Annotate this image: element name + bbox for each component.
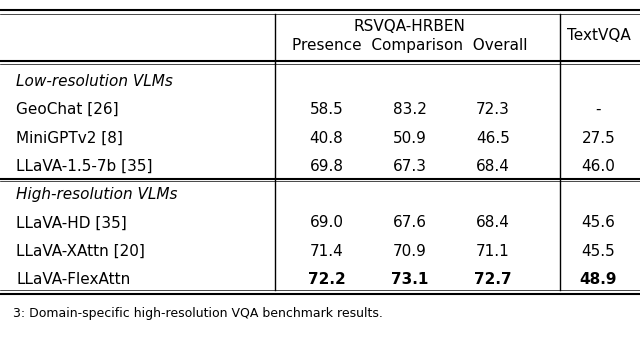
Text: 27.5: 27.5 [582, 130, 615, 146]
Text: 3: Domain-specific high-resolution VQA benchmark results.: 3: Domain-specific high-resolution VQA b… [13, 307, 383, 321]
Text: TextVQA: TextVQA [566, 28, 630, 43]
Text: -: - [596, 102, 601, 117]
Text: 48.9: 48.9 [580, 272, 617, 287]
Text: Presence  Comparison  Overall: Presence Comparison Overall [292, 38, 527, 53]
Text: 83.2: 83.2 [393, 102, 426, 117]
Text: 67.3: 67.3 [392, 159, 427, 174]
Text: 69.0: 69.0 [309, 215, 344, 230]
Text: 70.9: 70.9 [393, 244, 426, 259]
Text: 71.4: 71.4 [310, 244, 343, 259]
Text: LLaVA-HD [35]: LLaVA-HD [35] [16, 215, 127, 230]
Text: MiniGPTv2 [8]: MiniGPTv2 [8] [16, 130, 123, 146]
Text: 68.4: 68.4 [476, 159, 509, 174]
Text: High-resolution VLMs: High-resolution VLMs [16, 187, 177, 202]
Text: 72.7: 72.7 [474, 272, 511, 287]
Text: 72.3: 72.3 [476, 102, 509, 117]
Text: 46.0: 46.0 [582, 159, 615, 174]
Text: 72.2: 72.2 [308, 272, 345, 287]
Text: Low-resolution VLMs: Low-resolution VLMs [16, 74, 173, 89]
Text: 40.8: 40.8 [310, 130, 343, 146]
Text: 45.6: 45.6 [582, 215, 615, 230]
Text: LLaVA-XAttn [20]: LLaVA-XAttn [20] [16, 244, 145, 259]
Text: 50.9: 50.9 [393, 130, 426, 146]
Text: 45.5: 45.5 [582, 244, 615, 259]
Text: 58.5: 58.5 [310, 102, 343, 117]
Text: 67.6: 67.6 [392, 215, 427, 230]
Text: RSVQA-HRBEN: RSVQA-HRBEN [354, 19, 465, 34]
Text: LLaVA-1.5-7b [35]: LLaVA-1.5-7b [35] [16, 159, 152, 174]
Text: GeoChat [26]: GeoChat [26] [16, 102, 118, 117]
Text: 69.8: 69.8 [309, 159, 344, 174]
Text: 68.4: 68.4 [476, 215, 509, 230]
Text: 46.5: 46.5 [476, 130, 509, 146]
Text: 73.1: 73.1 [391, 272, 428, 287]
Text: LLaVA-FlexAttn: LLaVA-FlexAttn [16, 272, 131, 287]
Text: 71.1: 71.1 [476, 244, 509, 259]
